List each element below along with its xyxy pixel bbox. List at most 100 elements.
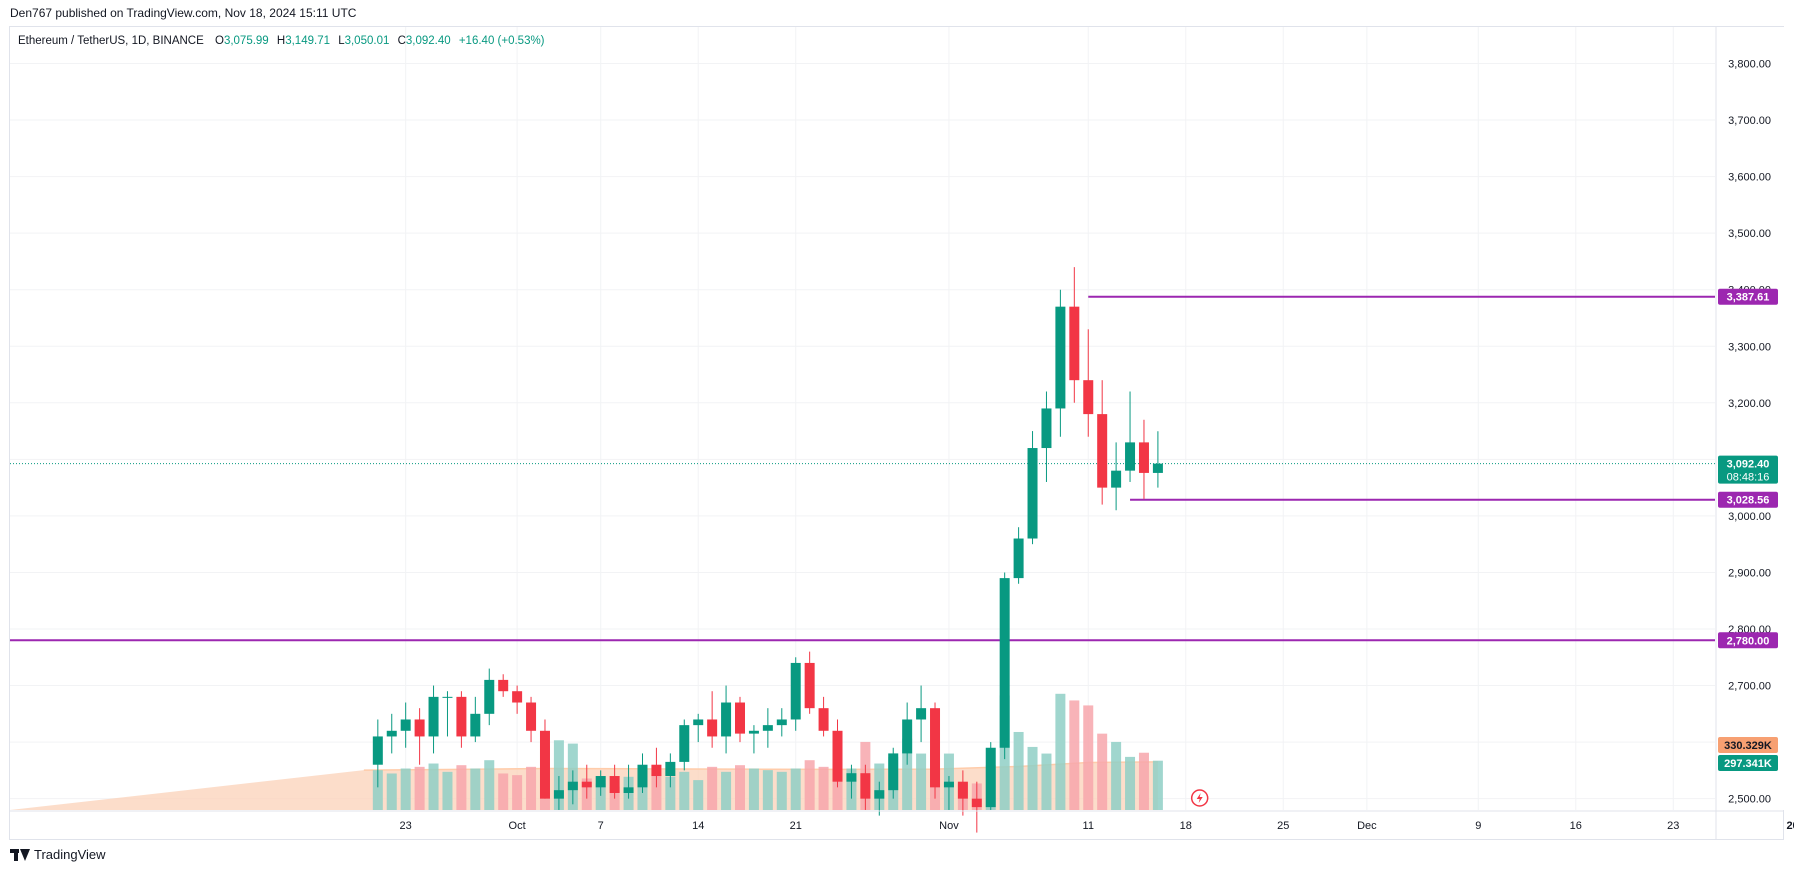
level-price-tag — [1718, 288, 1778, 305]
candle-body — [707, 719, 718, 737]
volume-tag — [1718, 737, 1778, 753]
volume-ma-line — [363, 761, 1158, 771]
candle-body — [776, 719, 787, 726]
candle-body — [1125, 442, 1136, 471]
volume-bar — [1069, 700, 1080, 810]
candle-body — [400, 719, 411, 731]
x-tick-label: 23 — [1667, 820, 1679, 832]
volume-bar — [721, 771, 732, 810]
brand-name: TradingView — [34, 847, 106, 862]
low-label: L — [338, 35, 345, 47]
volume-bar — [442, 771, 453, 810]
x-tick-label: 9 — [1475, 820, 1481, 832]
volume-bar — [1083, 705, 1094, 810]
volume-bar — [748, 768, 759, 810]
candle-body — [1041, 408, 1052, 449]
last-price-label: 3,092.40 — [1727, 459, 1770, 471]
y-tick-label: 3,700.00 — [1728, 115, 1771, 127]
volume-bar — [526, 766, 537, 810]
x-tick-label: 14 — [692, 820, 704, 832]
x-tick-label: 11 — [1083, 820, 1094, 832]
volume-bar — [790, 768, 801, 810]
lightning-icon — [1196, 793, 1203, 803]
candle-body — [748, 730, 759, 734]
volume-bar — [512, 775, 523, 810]
candle-body — [484, 679, 495, 714]
volume-bar — [1111, 741, 1122, 810]
candle-body — [553, 790, 564, 799]
level-price-tag — [1718, 491, 1778, 508]
countdown-label: 08:48:16 — [1727, 472, 1770, 484]
last-price-tag — [1718, 455, 1778, 484]
x-tick-label: Nov — [939, 820, 959, 832]
candle-body — [386, 730, 397, 737]
candle-body — [1097, 414, 1108, 488]
published-info: Den767 published on TradingView.com, Nov… — [10, 6, 357, 20]
candle-body — [1013, 538, 1024, 579]
footer-brand[interactable]: TradingView — [10, 847, 106, 862]
candle-body — [735, 702, 745, 734]
low-value: 3,050.01 — [344, 35, 390, 47]
volume-bar — [595, 783, 606, 810]
volume-bar — [762, 770, 773, 810]
volume-bar — [1027, 746, 1038, 810]
y-tick-label: 3,200.00 — [1728, 398, 1771, 410]
candle-body — [693, 719, 704, 726]
candle-body — [414, 719, 425, 737]
volume-bar — [400, 768, 411, 810]
candle-body — [456, 696, 467, 737]
volume-tag — [1718, 755, 1778, 771]
candle-body — [1069, 306, 1080, 381]
volume-bar — [693, 780, 704, 810]
y-tick-label: 3,300.00 — [1728, 341, 1771, 353]
volume-bar — [735, 765, 745, 810]
candle-body — [888, 753, 899, 791]
candle-body — [498, 679, 509, 692]
volume-bar — [679, 771, 690, 810]
candle-body — [679, 725, 690, 762]
volume-bar — [818, 766, 829, 810]
level-price-label: 3,028.56 — [1727, 495, 1770, 507]
level-price-label: 3,387.61 — [1727, 292, 1770, 304]
volume-bar — [484, 760, 495, 810]
candle-body — [790, 662, 801, 720]
candle-body — [442, 696, 453, 698]
candle-body — [985, 747, 996, 808]
candle-body — [762, 725, 773, 731]
candle-body — [957, 781, 968, 799]
candle-body — [902, 719, 913, 754]
x-tick-label: 7 — [598, 820, 604, 832]
y-tick-label: 3,800.00 — [1728, 59, 1771, 71]
y-tick-label: 2,700.00 — [1728, 681, 1771, 693]
tradingview-logo-icon — [10, 848, 30, 861]
close-value: 3,092.40 — [405, 35, 451, 47]
candle-body — [609, 776, 620, 793]
x-tick-label: 18 — [1180, 820, 1192, 832]
high-value: 3,149.71 — [285, 35, 330, 47]
candle-body — [943, 781, 954, 788]
candle-body — [651, 764, 662, 777]
volume-bar — [651, 773, 662, 810]
volume-bar — [386, 773, 397, 810]
x-tick-label: 16 — [1570, 820, 1582, 832]
candle-body — [665, 761, 676, 777]
volume-bar — [916, 753, 927, 810]
volume-bar — [804, 760, 815, 810]
candle-body — [1027, 448, 1038, 539]
y-tick-label: 3,600.00 — [1728, 172, 1771, 184]
volume-bar — [553, 740, 564, 810]
candle-body — [512, 691, 523, 703]
y-tick-label: 3,000.00 — [1728, 511, 1771, 523]
candle-body — [637, 764, 648, 788]
volume-bar — [707, 766, 718, 810]
candle-body — [832, 730, 843, 782]
candle-body — [1111, 470, 1122, 488]
candle-body — [1152, 463, 1163, 473]
volume-tag-label: 330.329K — [1724, 740, 1772, 752]
x-tick-label: 21 — [790, 820, 802, 832]
volume-bar — [1041, 753, 1052, 810]
x-tick-label: 23 — [400, 820, 412, 832]
high-label: H — [276, 35, 286, 47]
volume-bar — [1125, 756, 1136, 810]
